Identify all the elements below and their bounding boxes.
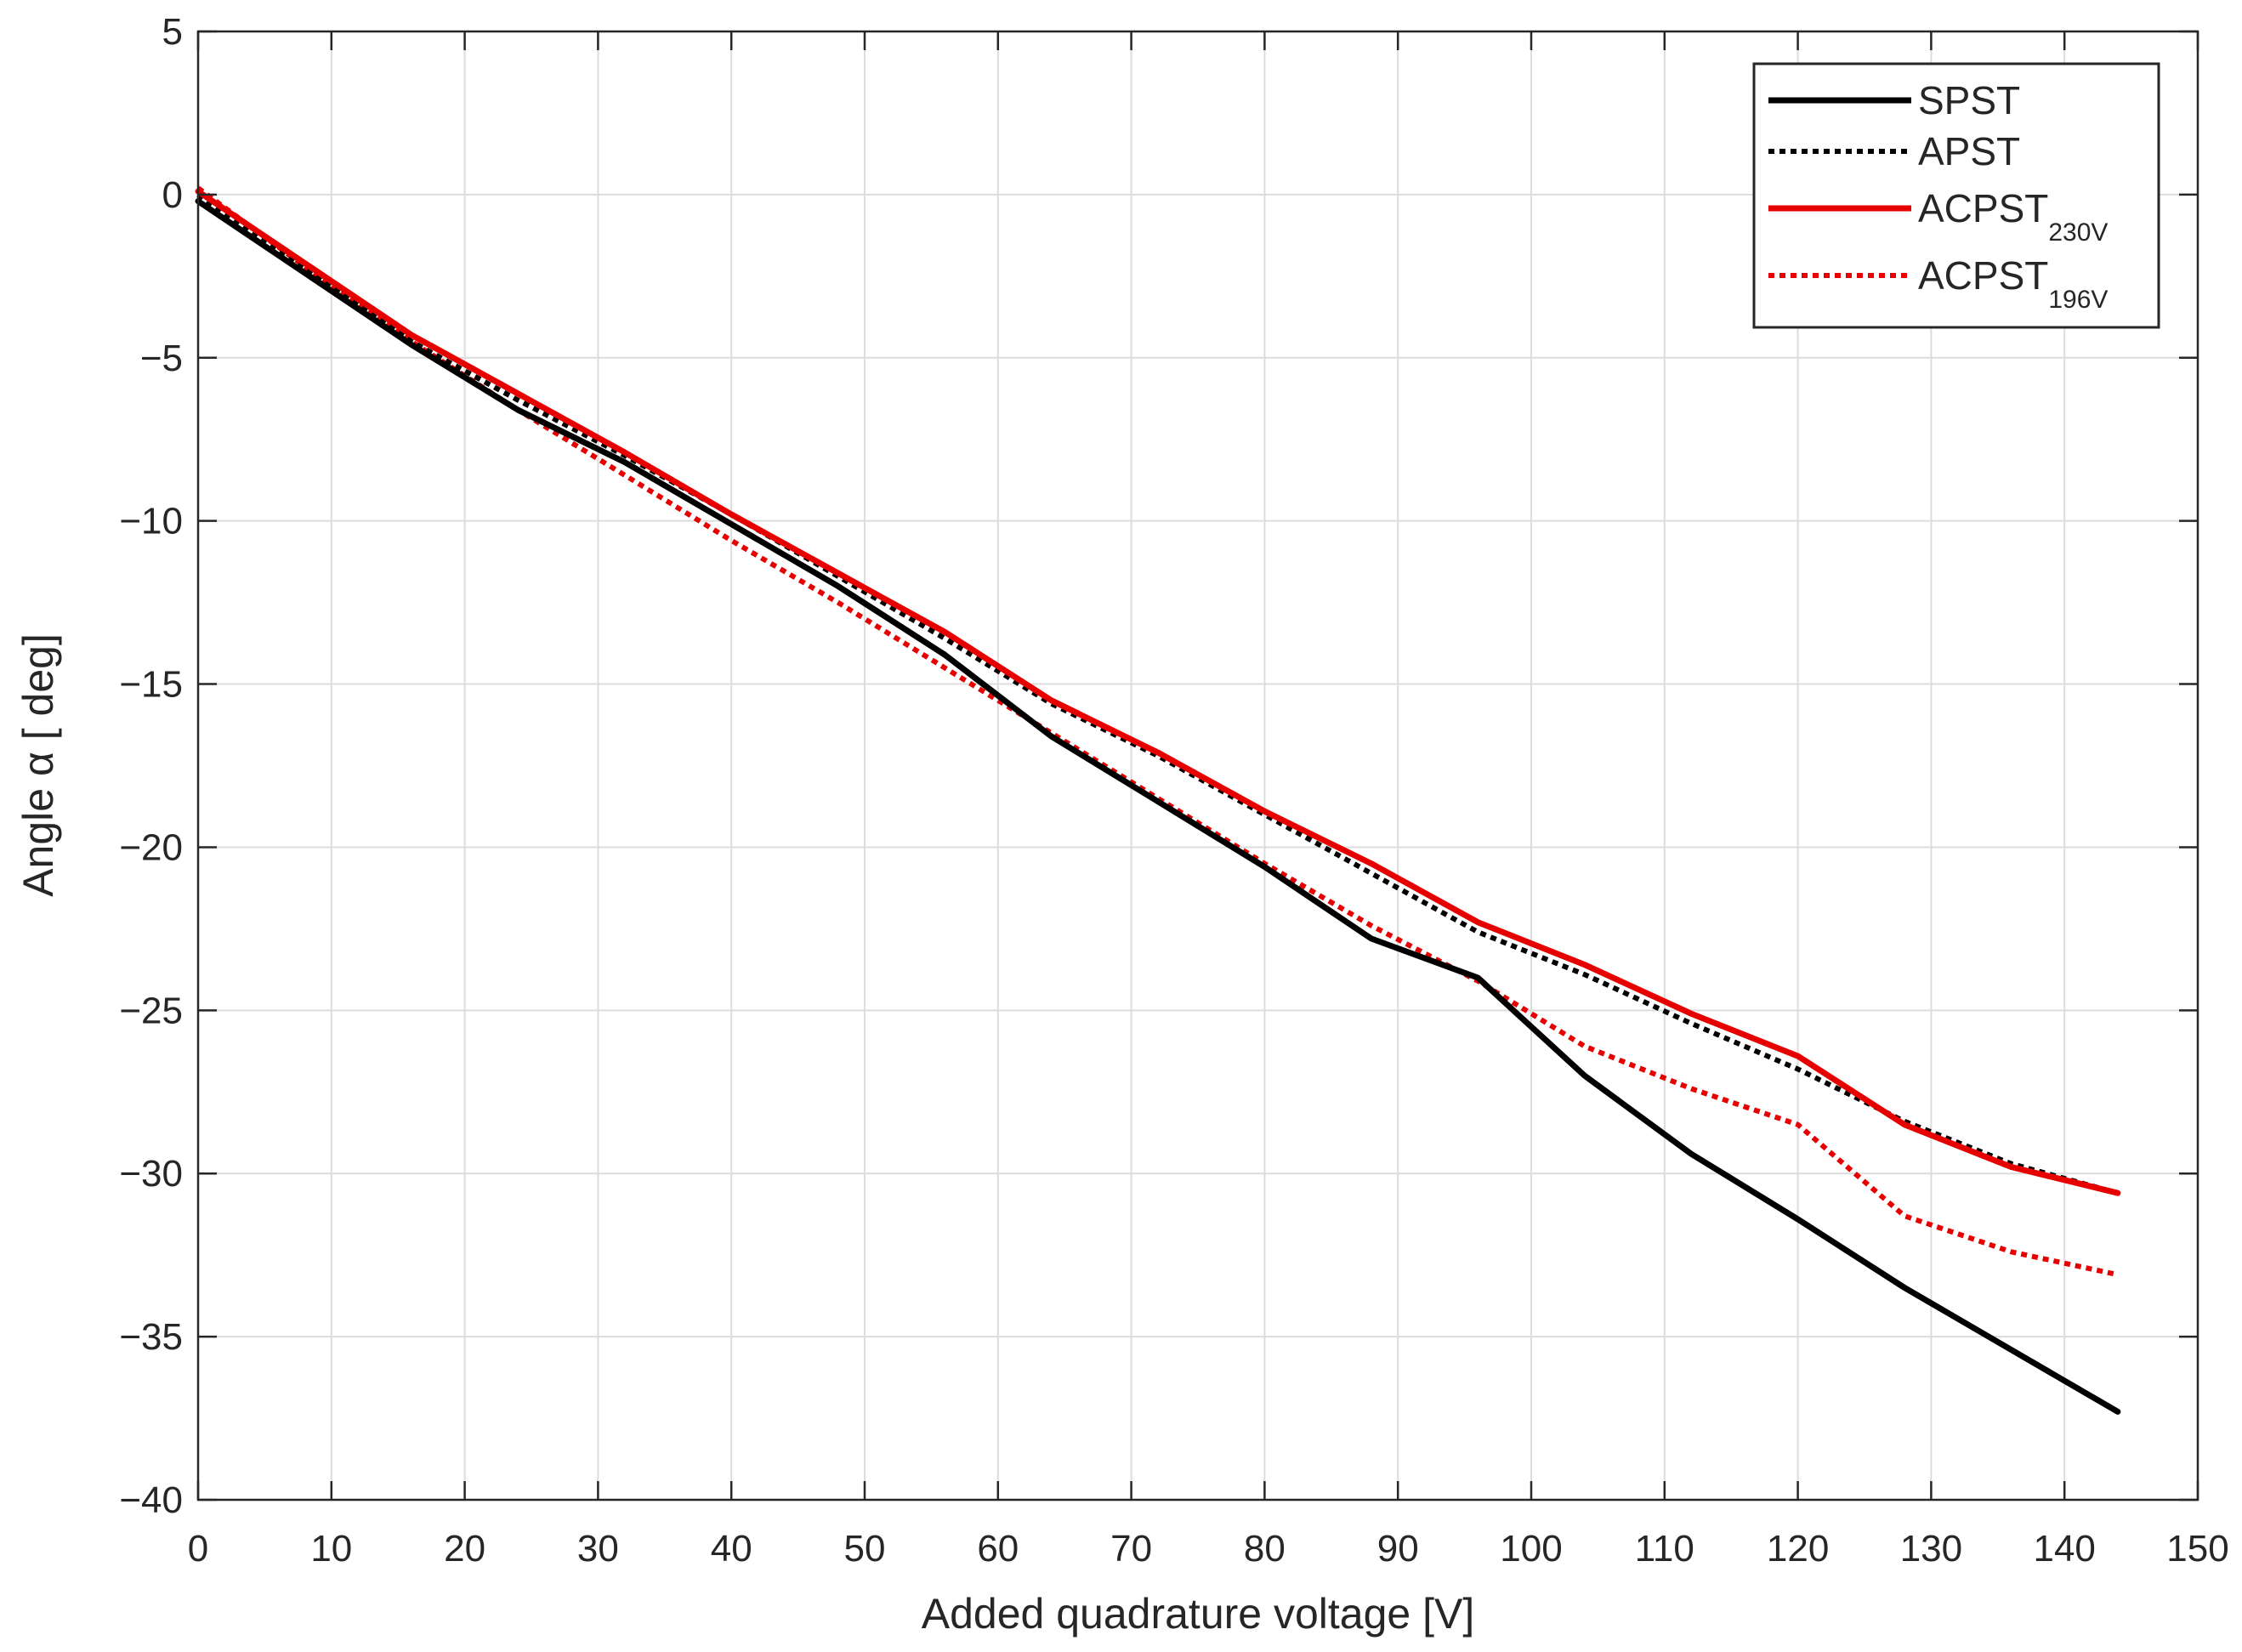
y-tick-label: −30 xyxy=(119,1153,183,1195)
x-tick-label: 10 xyxy=(310,1528,352,1570)
legend-label-spst: SPST xyxy=(1918,78,2020,122)
x-tick-label: 50 xyxy=(844,1528,886,1570)
legend-label-main: ACPST xyxy=(1918,253,2048,298)
plot-frame xyxy=(196,30,2199,1502)
y-tick-label: −15 xyxy=(119,664,183,706)
x-tick-label: 140 xyxy=(2033,1528,2095,1570)
x-tick-label: 30 xyxy=(577,1528,619,1570)
legend-label-acpst230v: ACPST230V xyxy=(1918,186,2108,247)
series-line-spst xyxy=(195,198,2121,1415)
x-tick-label: 20 xyxy=(444,1528,485,1570)
x-tick-label: 0 xyxy=(188,1528,208,1570)
series-line-apst xyxy=(196,192,2119,1196)
x-axis-label: Added quadrature voltage [V] xyxy=(922,1590,1474,1638)
x-tick-label: 120 xyxy=(1767,1528,1829,1570)
x-tick-label: 40 xyxy=(711,1528,752,1570)
y-tick-label: 5 xyxy=(162,11,183,53)
legend-label-main: ACPST xyxy=(1918,186,2048,230)
y-tick-label: −40 xyxy=(119,1479,183,1521)
legend-label-main: SPST xyxy=(1918,78,2020,122)
y-tick-label: 0 xyxy=(162,174,183,216)
y-tick-label: −25 xyxy=(119,990,183,1031)
x-tick-label: 80 xyxy=(1244,1528,1286,1570)
axis-ticks xyxy=(196,30,2199,1502)
y-tick-label: −20 xyxy=(119,826,183,868)
x-tick-label: 110 xyxy=(1635,1528,1694,1570)
y-tick-label: −5 xyxy=(140,338,183,379)
legend-label-acpst196v: ACPST196V xyxy=(1918,253,2108,314)
x-tick-labels: 0 10 20 30 40 50 60 70 80 90 100 110 120 130 140 150 xyxy=(188,1528,2229,1570)
y-tick-label: −35 xyxy=(119,1316,183,1358)
x-tick-label: 70 xyxy=(1110,1528,1152,1570)
legend-label-subscript: 196V xyxy=(2048,286,2108,314)
legend-label-apst: APST xyxy=(1918,129,2020,173)
series-line-acpst230v xyxy=(195,188,2121,1196)
x-tick-label: 90 xyxy=(1377,1528,1419,1570)
x-tick-label: 60 xyxy=(977,1528,1019,1570)
x-tick-label: 100 xyxy=(1500,1528,1562,1570)
series-layer xyxy=(195,185,2121,1415)
legend-box xyxy=(1752,62,2160,329)
y-tick-label: −10 xyxy=(119,501,183,542)
y-axis-label: Angle α [ deg] xyxy=(14,633,62,897)
x-tick-label: 130 xyxy=(1900,1528,1962,1570)
x-tick-label: 150 xyxy=(2166,1528,2228,1570)
legend-label-subscript: 230V xyxy=(2048,219,2108,247)
legend-label-main: APST xyxy=(1918,129,2020,173)
y-tick-labels: 5 0 −5 −10 −15 −20 −25 −30 −35 −40 xyxy=(119,11,183,1521)
